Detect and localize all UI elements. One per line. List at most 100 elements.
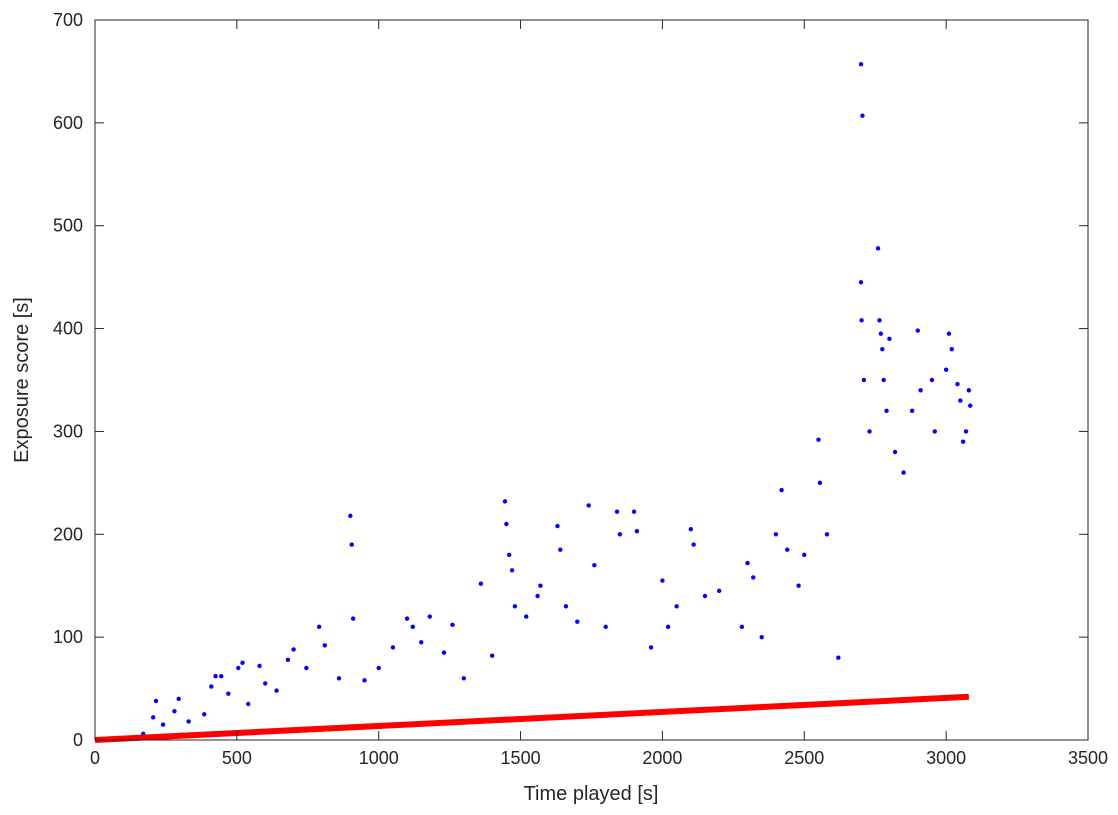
data-point xyxy=(213,674,218,679)
data-point xyxy=(918,388,923,393)
data-point xyxy=(240,660,245,666)
data-point xyxy=(336,676,342,681)
data-point xyxy=(674,604,679,609)
data-point xyxy=(202,712,207,717)
data-point xyxy=(285,657,291,662)
data-point xyxy=(461,676,467,681)
data-point xyxy=(817,480,823,486)
data-point xyxy=(702,593,708,599)
data-point xyxy=(877,318,882,323)
data-point xyxy=(507,552,512,558)
data-point xyxy=(490,653,495,658)
data-point xyxy=(688,526,693,532)
data-point xyxy=(860,113,865,118)
data-point xyxy=(376,665,381,671)
data-point xyxy=(263,681,268,686)
data-point xyxy=(617,532,623,537)
y-tick-label: 700 xyxy=(53,10,83,30)
data-point xyxy=(603,624,608,630)
data-point xyxy=(745,560,750,566)
data-point xyxy=(915,328,920,333)
axes-layer: 0 500 1000 1500 2000 2500 3000 3500 0 100 200 300 40… xyxy=(53,10,1108,768)
data-point xyxy=(246,701,251,707)
data-point xyxy=(960,439,966,444)
data-point xyxy=(858,280,864,285)
data-point xyxy=(322,643,328,648)
data-point xyxy=(796,583,801,588)
data-point xyxy=(219,674,224,679)
data-point xyxy=(785,547,790,552)
data-point xyxy=(257,663,262,669)
data-point xyxy=(716,588,722,594)
x-tick-label: 3500 xyxy=(1068,748,1108,768)
data-point xyxy=(943,367,949,372)
x-tick-label: 2000 xyxy=(642,748,682,768)
data-point xyxy=(648,645,654,650)
x-tick-label: 1500 xyxy=(501,748,541,768)
data-point xyxy=(779,487,784,493)
data-point xyxy=(153,698,159,704)
data-point xyxy=(160,722,166,727)
y-tick-label: 100 xyxy=(53,627,83,647)
data-point xyxy=(390,645,396,650)
data-point xyxy=(875,246,881,251)
data-point xyxy=(419,640,424,645)
data-point xyxy=(316,624,322,630)
y-tick-label: 300 xyxy=(53,421,83,441)
data-point xyxy=(176,696,181,702)
y-tick-label: 0 xyxy=(73,730,83,750)
data-point xyxy=(816,437,821,442)
data-point xyxy=(226,691,231,696)
data-point xyxy=(739,624,745,630)
x-tick-label: 500 xyxy=(222,748,252,768)
data-point xyxy=(150,715,156,720)
data-point xyxy=(859,318,864,323)
data-point xyxy=(946,331,952,336)
data-point xyxy=(349,542,354,547)
data-point xyxy=(304,665,309,671)
y-tick-label: 400 xyxy=(53,319,83,339)
data-point xyxy=(901,470,906,475)
data-point xyxy=(881,377,886,383)
data-point xyxy=(968,403,973,408)
x-axis-label: Time played [s] xyxy=(524,783,659,805)
plot-frame xyxy=(94,19,1089,741)
data-point xyxy=(824,532,830,537)
data-point xyxy=(441,650,447,655)
data-point xyxy=(512,604,518,609)
data-point xyxy=(861,377,867,383)
data-point xyxy=(966,388,972,393)
data-point xyxy=(504,521,509,527)
data-point xyxy=(878,331,884,336)
x-tick-label: 1000 xyxy=(359,748,399,768)
y-axis-label: Exposure score [s] xyxy=(11,297,33,463)
data-point xyxy=(773,532,779,537)
y-tick-label: 500 xyxy=(53,216,83,236)
data-point xyxy=(691,542,696,547)
data-point xyxy=(274,688,279,693)
data-point xyxy=(665,624,671,630)
data-point xyxy=(592,562,597,568)
y-tick-label: 600 xyxy=(53,113,83,133)
data-point xyxy=(209,684,214,689)
data-point xyxy=(350,616,356,621)
data-point xyxy=(759,634,764,640)
data-point xyxy=(614,509,620,514)
data-point xyxy=(802,552,807,558)
x-tick-label: 0 xyxy=(90,748,100,768)
points-layer xyxy=(115,62,973,741)
data-point xyxy=(186,719,191,724)
data-point xyxy=(932,429,937,434)
data-point xyxy=(427,614,432,619)
data-point xyxy=(450,622,455,627)
data-point xyxy=(892,449,898,455)
data-point xyxy=(524,614,529,619)
data-point xyxy=(535,593,540,599)
data-point xyxy=(575,619,580,624)
fit-line xyxy=(94,693,969,743)
data-point xyxy=(509,568,515,573)
data-point xyxy=(660,578,665,583)
data-point xyxy=(887,336,892,342)
data-point xyxy=(836,655,841,660)
